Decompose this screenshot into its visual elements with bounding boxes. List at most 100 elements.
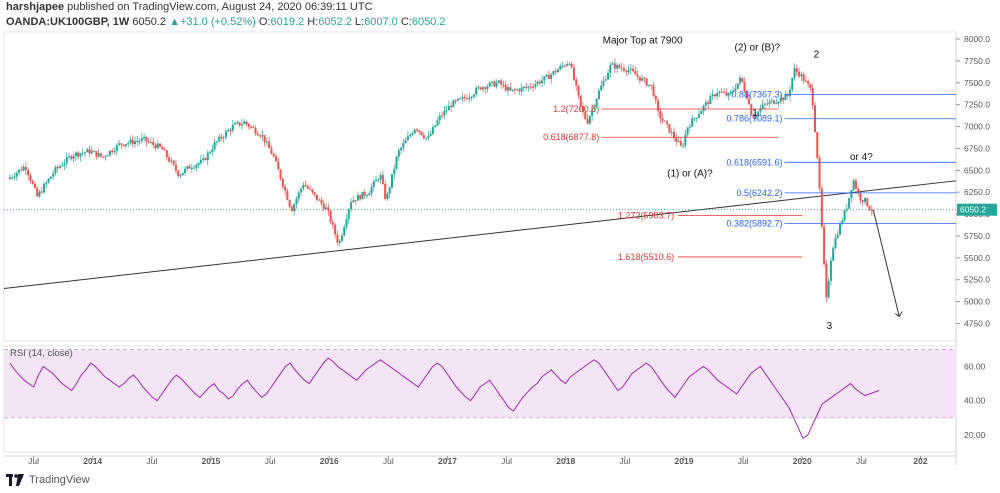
candle-body [256,133,259,136]
candle-body [431,127,434,134]
candle-body [222,137,225,139]
candle-body [552,71,555,75]
time-tick-label: 2019 [675,456,694,466]
candle-body [15,172,18,177]
projection-arrow[interactable] [872,209,900,317]
open-value: 6019.2 [270,16,305,28]
fib-label-blue: 0.88(7367.3) [731,89,782,99]
candle-body [688,126,691,128]
candle-body [595,98,598,107]
price-tick-label: 4750.0 [964,318,990,328]
candle-body [304,184,307,187]
candle-body [313,192,316,195]
candle-body [661,118,664,121]
candle-body [422,135,425,139]
candle-body [252,126,255,128]
candle-body [395,156,398,169]
candle-body [402,143,405,148]
price-tick-label: 7500.0 [964,78,990,88]
candle-body [766,103,769,105]
candle-body [854,180,857,189]
candle-body [20,169,23,171]
candle-body [534,84,537,88]
wave-annotation: 2 [814,49,820,60]
candle-body [354,200,357,202]
candle-body [270,148,273,155]
candle-body [420,131,423,136]
candle-body [475,88,478,95]
candle-body [636,74,639,77]
candle-body [363,192,366,196]
candle-body [65,156,68,164]
candle-body [95,150,98,157]
candle-body [56,167,59,169]
price-tick-label: 5750.0 [964,231,990,241]
candle-body [11,177,14,179]
candle-body [143,136,146,139]
candle-body [563,65,566,67]
candle-body [272,154,275,157]
candle-body [49,176,52,179]
candle-body [452,100,455,108]
candle-body [602,80,605,86]
candle-body [138,140,141,142]
candle-body [870,209,873,212]
candle-body [445,110,448,112]
candle-body [281,178,284,187]
candle-body [213,142,216,150]
candle-body [409,134,412,137]
chart-header: harshjapee published on TradingView.com,… [0,0,1000,32]
candle-body [38,191,41,197]
brand-name[interactable]: TradingView [29,474,90,486]
candle-body [566,64,569,66]
candle-body [90,150,93,154]
candle-body [568,63,571,65]
current-price-label: 6050.2 [960,205,986,215]
time-tick-label: 2017 [438,456,457,466]
long-term-trendline[interactable] [3,180,957,289]
candle-body [738,77,741,84]
candle-body [145,136,148,142]
candle-body [663,120,666,122]
candle-body [27,169,30,176]
symbol-label[interactable]: OANDA:UK100GBP, 1W [6,16,130,28]
candle-body [627,69,630,73]
candle-body [118,143,121,145]
candle-body [725,92,728,96]
candle-body [729,91,732,94]
candle-body [211,149,214,153]
candle-body [541,80,544,84]
candle-body [857,188,860,194]
candle-body [759,108,762,112]
candle-body [202,158,205,160]
candle-body [788,89,791,97]
candle-body [195,164,198,168]
author-name[interactable]: harshjapee [6,1,65,13]
candle-body [177,170,180,176]
candle-body [484,87,487,90]
candle-body [379,175,382,180]
last-price: 6050.2 [132,16,166,28]
candle-body [275,156,277,162]
candle-body [577,85,580,96]
candle-body [506,87,509,91]
candle-body [243,121,246,124]
candle-body [866,198,869,207]
candle-body [516,89,519,91]
candle-body [650,84,653,86]
candle-body [495,82,498,87]
candle-body [300,188,303,193]
price-tick-label: 5250.0 [964,275,990,285]
candle-body [743,81,746,92]
candle-body [695,117,698,119]
candle-body [147,141,150,143]
price-pane[interactable] [3,31,957,342]
candle-body [124,144,127,146]
rsi-line[interactable] [9,357,880,440]
candle-body [224,131,227,138]
candle-body [197,163,200,165]
price-tick-label: 6750.0 [964,143,990,153]
candle-body [325,207,328,210]
candle-body [572,67,575,80]
